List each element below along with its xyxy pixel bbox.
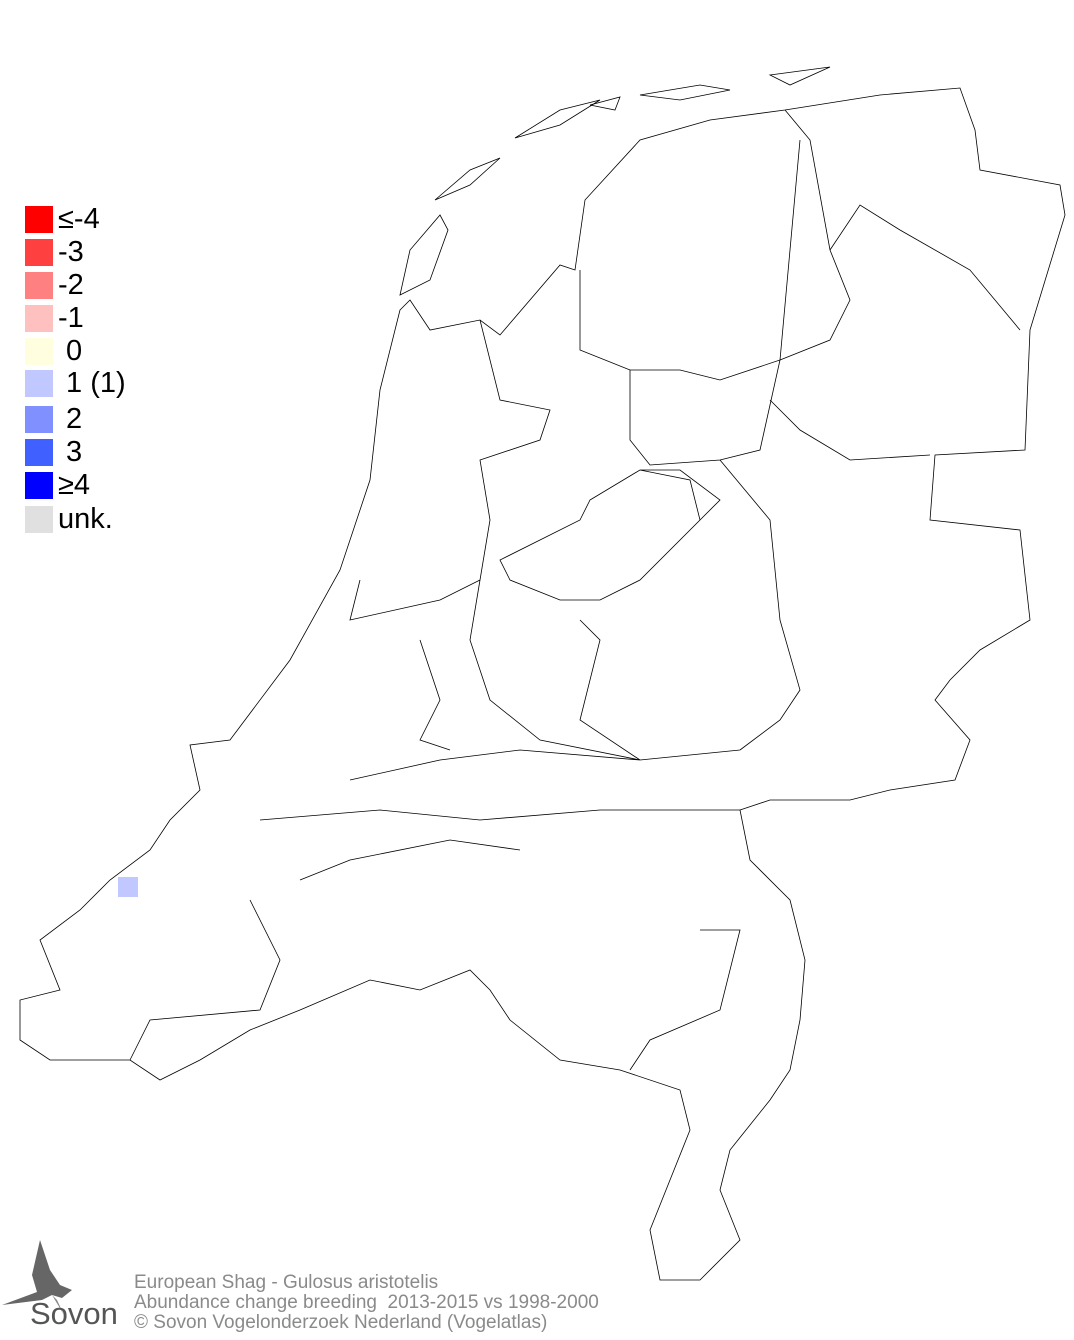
legend-item: unk. xyxy=(25,503,113,535)
legend-swatch xyxy=(25,304,53,332)
legend-swatch xyxy=(25,471,53,499)
map-caption: European Shag - Gulosus aristotelis Abun… xyxy=(134,1273,599,1333)
legend-item: 3 xyxy=(25,436,83,468)
legend-label: unk. xyxy=(58,503,113,535)
legend-swatch xyxy=(25,369,53,397)
sovon-swallow-logo-icon xyxy=(2,1240,72,1315)
map-subtitle: Abundance change breeding 2013-2015 vs 1… xyxy=(134,1292,599,1313)
legend-label: 2 xyxy=(58,403,83,435)
island-rottumeroog xyxy=(768,66,831,86)
legend-label: -3 xyxy=(58,236,84,268)
legend-label: 3 xyxy=(58,436,83,468)
legend-swatch xyxy=(25,438,53,466)
legend-item: 0 xyxy=(25,335,83,367)
copyright: © Sovon Vogelonderzoek Nederland (Vogela… xyxy=(134,1312,548,1333)
island-vlieland xyxy=(434,157,501,201)
island-texel xyxy=(399,214,449,296)
legend-item: 2 xyxy=(25,403,83,435)
legend-item: ≥4 xyxy=(25,469,91,501)
legend-item: ≤-4 xyxy=(25,203,100,235)
legend-item: -2 xyxy=(25,269,84,301)
legend-swatch xyxy=(25,238,53,266)
legend-label: ≥4 xyxy=(58,469,91,501)
legend-swatch xyxy=(25,405,53,433)
legend-swatch xyxy=(25,337,53,365)
island-terschelling xyxy=(514,99,601,139)
logo-text: Sovon xyxy=(30,1296,118,1331)
legend-item: -1 xyxy=(25,302,84,334)
legend-label: 1 (1) xyxy=(58,367,126,399)
island-ameland xyxy=(589,96,621,111)
ijsselmeer-polders xyxy=(499,469,721,601)
legend-swatch xyxy=(25,205,53,233)
province-borders xyxy=(129,109,1021,1071)
legend-label: -2 xyxy=(58,269,84,301)
legend-label: ≤-4 xyxy=(58,203,100,235)
legend-swatch xyxy=(25,271,53,299)
legend-swatch xyxy=(25,505,53,533)
legend-label: 0 xyxy=(58,335,83,367)
legend-item: 1 (1) xyxy=(25,367,126,399)
legend-item: -3 xyxy=(25,236,84,268)
island-schiermonnikoog xyxy=(639,84,731,101)
country-outline xyxy=(19,87,1066,1281)
abundance-cell xyxy=(118,877,138,897)
species-name: European Shag - Gulosus aristotelis xyxy=(134,1272,439,1293)
legend-label: -1 xyxy=(58,302,84,334)
